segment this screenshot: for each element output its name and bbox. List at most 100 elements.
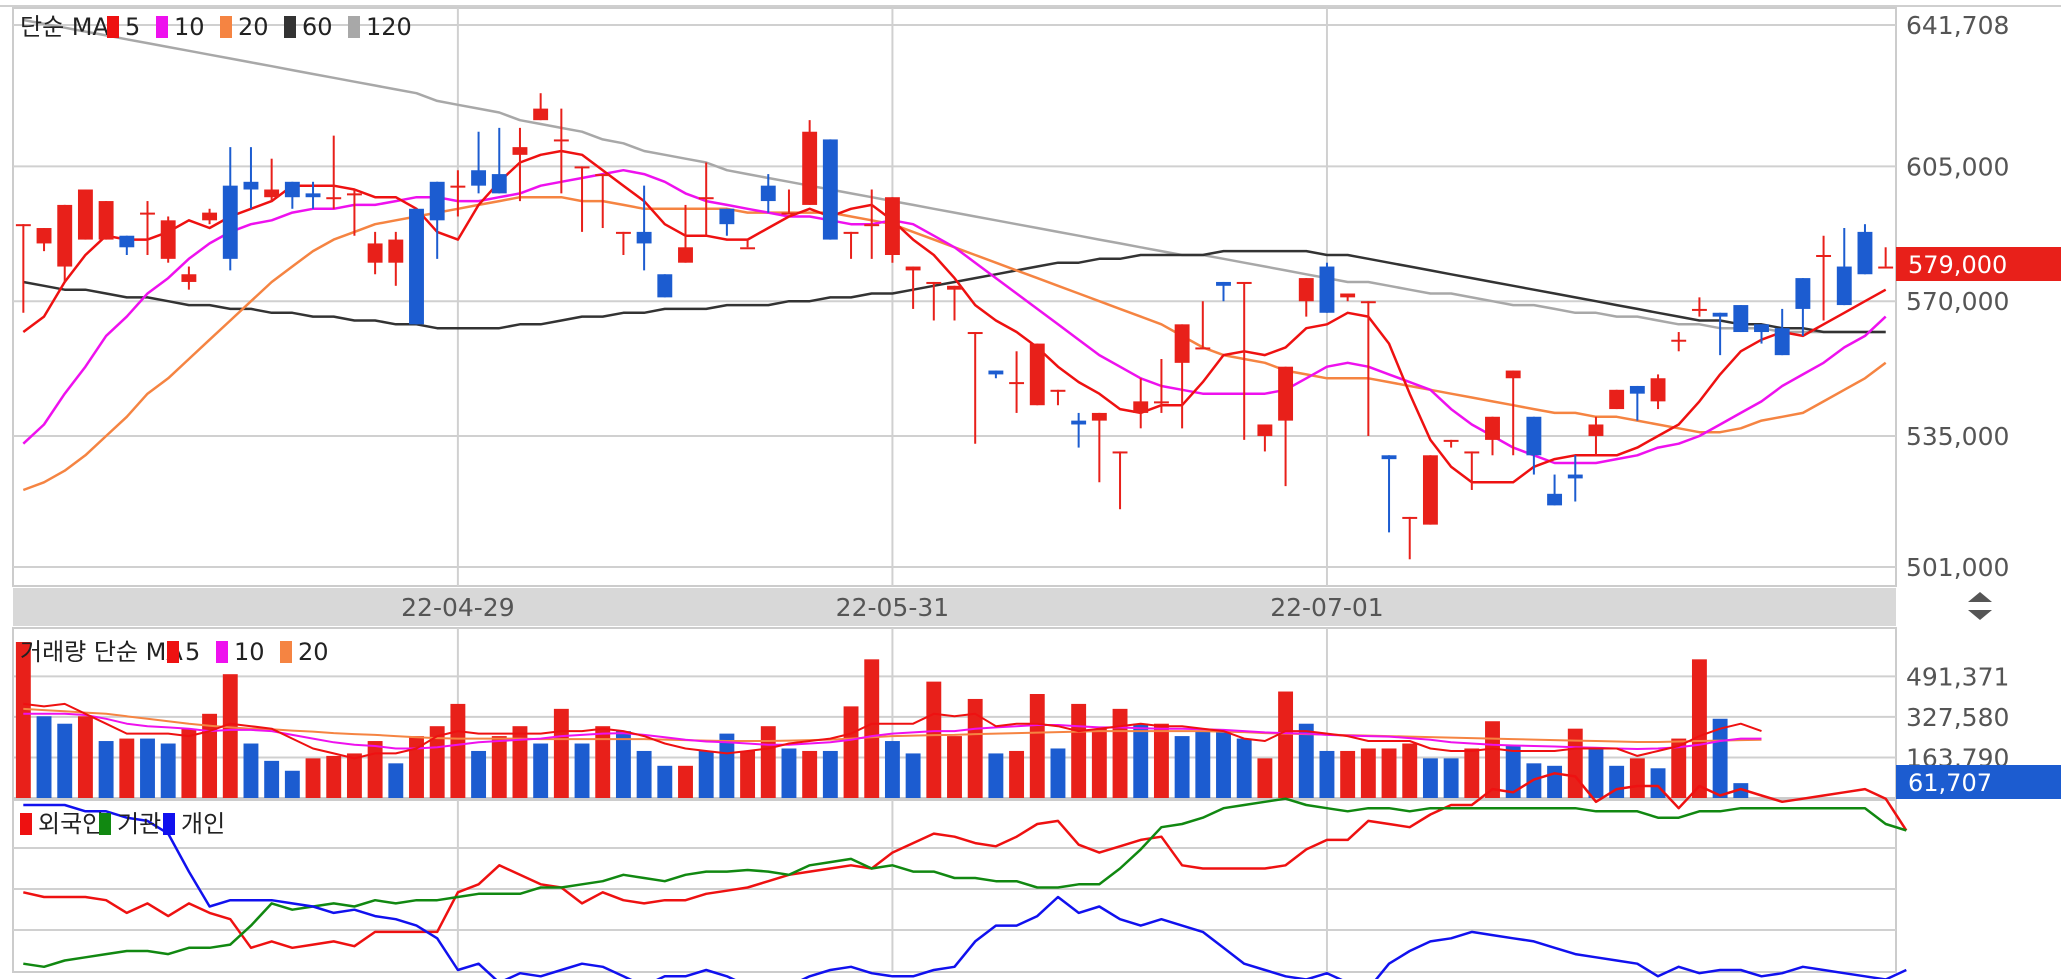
candle	[1298, 278, 1314, 317]
candle-body	[615, 231, 631, 234]
candle	[388, 231, 404, 286]
candle-body	[843, 231, 859, 234]
volume-bar	[284, 770, 300, 798]
candle-body	[1195, 347, 1211, 350]
volume-bar	[926, 681, 942, 798]
investor-lines	[23, 772, 1908, 979]
candle	[367, 231, 383, 275]
legend-entry-label: 5	[185, 638, 200, 666]
candle	[740, 239, 756, 250]
volume-bar	[740, 750, 756, 798]
volume-bar	[305, 758, 321, 798]
candle	[1609, 389, 1625, 410]
candle-body	[284, 181, 300, 198]
volume-bar	[1402, 743, 1418, 798]
current-volume-label: 61,707	[1908, 769, 1992, 797]
volume-bar	[595, 726, 611, 798]
candle-body	[1422, 455, 1438, 525]
candle	[1567, 455, 1583, 502]
candle-body	[1836, 266, 1852, 306]
volume-bar	[1153, 723, 1169, 798]
candle	[1857, 224, 1873, 275]
candle	[512, 127, 528, 202]
candle-body	[388, 239, 404, 263]
candle	[1091, 412, 1107, 483]
legend-swatch	[99, 813, 111, 835]
legend-entry-label: 120	[366, 13, 412, 41]
volume-bar	[947, 736, 962, 798]
candle-body	[1567, 474, 1583, 479]
candle	[1505, 370, 1521, 456]
candle	[1836, 228, 1852, 306]
volume-bar	[119, 738, 135, 798]
volume-bar	[15, 642, 31, 798]
volume-bar	[388, 763, 404, 798]
candle	[77, 189, 93, 240]
volume-bar	[1050, 748, 1066, 798]
current-volume-badge: 61,707	[1896, 765, 2061, 799]
candle-body	[1257, 424, 1273, 437]
candle-body	[57, 204, 73, 267]
volume-bar	[781, 748, 797, 798]
volume-bar	[1340, 750, 1356, 798]
candle	[1422, 455, 1438, 525]
current-price-badge-bg	[1896, 247, 2061, 281]
candle-body	[884, 197, 900, 255]
candle	[305, 181, 321, 209]
price-tick-label: 535,000	[1906, 422, 2009, 451]
candle-body	[1774, 328, 1790, 356]
vol-ma10-line	[23, 712, 1762, 750]
price-tick-label: 570,000	[1906, 287, 2009, 316]
vol-ma20-line	[23, 707, 1762, 743]
candle-body	[77, 189, 93, 240]
volume-bar	[1236, 738, 1252, 798]
candle-body	[822, 139, 838, 240]
volume-bar	[512, 726, 528, 798]
volume-bar	[98, 741, 114, 798]
candle	[615, 231, 631, 255]
price-y-axis: 641,708 605,000 570,000 535,000 501,000	[1906, 11, 2009, 582]
volume-bar	[1091, 728, 1107, 798]
candle-body	[1174, 324, 1190, 363]
volume-bar	[1174, 736, 1190, 798]
volume-bar	[615, 731, 631, 798]
candle-body	[740, 247, 756, 250]
volume-bar	[802, 750, 818, 798]
volume-bar	[1588, 748, 1604, 798]
candle-body	[1029, 343, 1045, 406]
volume-bar	[1733, 783, 1749, 798]
legend-swatch	[216, 641, 228, 663]
volume-bar	[1360, 748, 1376, 798]
candle-body	[864, 224, 880, 227]
candle-body	[760, 185, 776, 202]
candle-body	[1071, 420, 1087, 425]
volume-bar	[1464, 748, 1480, 798]
candle-body	[1712, 312, 1728, 317]
candle-body	[1588, 424, 1604, 437]
institution-line	[23, 797, 1907, 969]
double-chevron-icon[interactable]	[1968, 592, 1992, 620]
ma120-line	[23, 18, 1886, 334]
legend-title: 단순 MA	[20, 13, 109, 41]
candle	[1340, 293, 1356, 302]
date-tick-label: 22-07-01	[1270, 593, 1383, 622]
legend-entry-label: 5	[125, 13, 140, 41]
candle	[1754, 324, 1769, 344]
candle	[1257, 424, 1273, 452]
candle	[243, 147, 259, 209]
candle-body	[491, 174, 507, 194]
volume-bar	[1071, 703, 1087, 798]
volume-bar	[1712, 718, 1728, 798]
legend-entry-label: 외국인	[38, 810, 104, 838]
volume-legend: 거래량 단순 MA 5 10 20	[20, 638, 329, 666]
candles	[15, 93, 1894, 560]
price-legend: 단순 MA 5 10 20 60 120	[20, 13, 412, 41]
candle	[1526, 416, 1542, 475]
volume-bar	[1671, 738, 1687, 798]
volume-bar	[36, 716, 52, 798]
volume-bar	[77, 716, 93, 798]
candle	[574, 166, 590, 232]
volume-bar	[1650, 768, 1666, 798]
